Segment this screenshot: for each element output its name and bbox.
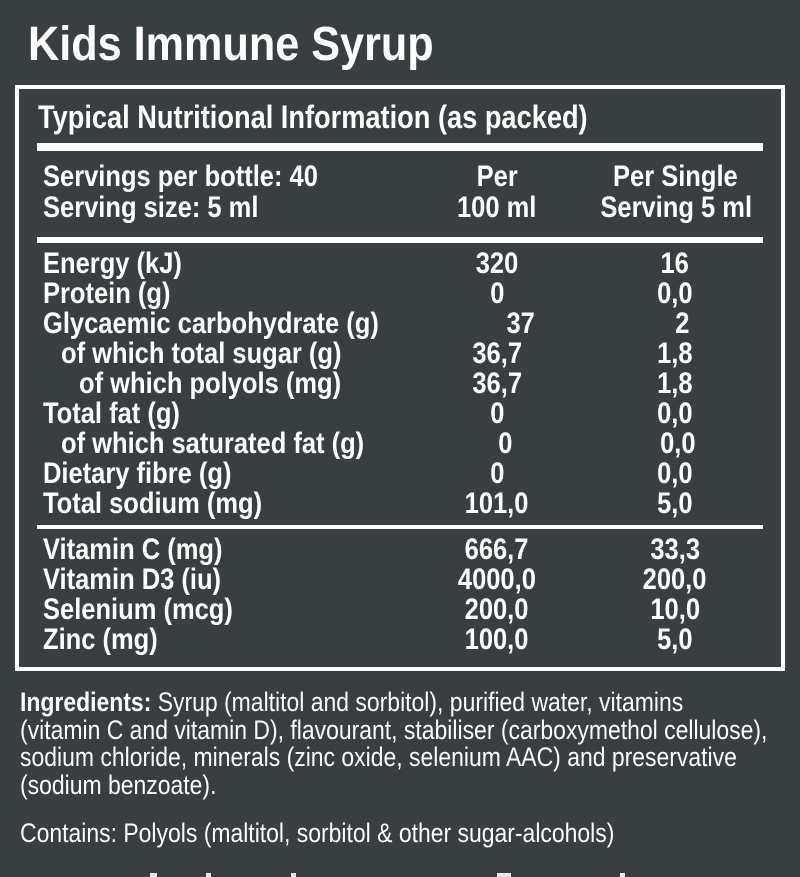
- clipped-text-fragment: [206, 873, 211, 877]
- row-label: Vitamin C (mg): [43, 533, 223, 566]
- value-per-serving: 33,3: [650, 533, 700, 566]
- row-label: Selenium (mcg): [43, 593, 233, 626]
- ingredients-text: Syrup (maltitol and sorbitol), purified …: [20, 687, 768, 800]
- nutrient-row-protein: Protein (g) 0 0,0: [37, 279, 763, 309]
- nutrient-row-dietary-fibre: Dietary fibre (g) 0 0,0: [37, 459, 763, 489]
- product-title-text: Kids Immune Syrup: [28, 18, 434, 71]
- product-title: Kids Immune Syrup: [28, 20, 800, 70]
- value-per-serving: 0,0: [657, 457, 693, 490]
- row-label: Vitamin D3 (iu): [43, 563, 222, 596]
- column-header-per-100ml: Per 100 ml: [457, 160, 537, 224]
- micronutrient-table: Vitamin C (mg) 666,7 33,3 Vitamin D3 (iu…: [37, 535, 763, 655]
- panel-header: Typical Nutritional Information (as pack…: [38, 99, 763, 135]
- contains-text: Contains: Polyols (maltitol, sorbitol & …: [20, 818, 615, 848]
- value-per-100ml: 101,0: [465, 487, 529, 520]
- divider-header: [37, 143, 763, 151]
- row-label: of which saturated fat (g): [61, 427, 365, 460]
- value-per-100ml: 36,7: [472, 367, 522, 400]
- row-label: Protein (g): [43, 277, 171, 310]
- contains-line: Contains: Polyols (maltitol, sorbitol & …: [20, 819, 800, 847]
- nutrient-row-selenium: Selenium (mcg) 200,0 10,0: [37, 595, 763, 625]
- nutrient-row-total-sodium: Total sodium (mg) 101,0 5,0: [37, 489, 763, 519]
- value-per-100ml: 37: [506, 307, 535, 340]
- row-label: Energy (kJ): [43, 247, 182, 280]
- nutrient-row-energy: Energy (kJ) 320 16: [37, 249, 763, 279]
- value-per-serving: 0,0: [657, 277, 693, 310]
- nutrient-row-glycaemic-carbohydrate: Glycaemic carbohydrate (g) 37 2: [37, 309, 763, 339]
- ingredients-label: Ingredients:: [20, 687, 152, 717]
- servings-per-bottle: Servings per bottle: 40: [43, 160, 318, 193]
- value-per-100ml: 320: [475, 247, 519, 280]
- value-per-100ml: 200,0: [465, 593, 529, 626]
- nutrient-table: Energy (kJ) 320 16 Protein (g) 0 0,0 Gly…: [37, 249, 763, 519]
- value-per-serving: 2: [675, 307, 690, 340]
- row-label: of which total sugar (g): [61, 337, 342, 370]
- serving-size: Serving size: 5 ml: [43, 191, 259, 224]
- value-per-serving: 16: [660, 247, 690, 280]
- ingredients-paragraph: Ingredients: Syrup (maltitol and sorbito…: [20, 687, 800, 800]
- value-per-serving: 5,0: [657, 623, 693, 656]
- panel-header-text: Typical Nutritional Information (as pack…: [38, 99, 588, 135]
- serving-info-row: Servings per bottle: 40 Serving size: 5 …: [37, 161, 763, 223]
- value-per-100ml: 0: [497, 427, 513, 460]
- nutrient-row-total-fat: Total fat (g) 0 0,0: [37, 399, 763, 429]
- value-per-serving: 0,0: [657, 397, 693, 430]
- nutrient-row-saturated-fat: of which saturated fat (g) 0 0,0: [37, 429, 763, 459]
- nutrient-row-vitamin-d3: Vitamin D3 (iu) 4000,0 200,0: [37, 565, 763, 595]
- row-label: Total sodium (mg): [43, 487, 263, 520]
- clipped-text-fragment: [497, 873, 511, 877]
- value-per-serving: 1,8: [657, 337, 693, 370]
- column-header-per-serving: Per Single Serving 5 ml: [600, 160, 753, 224]
- value-per-100ml: 36,7: [472, 337, 522, 370]
- value-per-100ml: 0: [489, 457, 505, 490]
- clipped-text-fragment: [150, 873, 157, 877]
- row-label: of which polyols (mg): [79, 367, 342, 400]
- nutrition-panel: Typical Nutritional Information (as pack…: [15, 85, 785, 671]
- value-per-100ml: 100,0: [465, 623, 529, 656]
- value-per-100ml: 0: [489, 397, 505, 430]
- nutrient-row-total-sugar: of which total sugar (g) 36,7 1,8: [37, 339, 763, 369]
- value-per-serving: 0,0: [659, 427, 696, 460]
- divider-serving: [37, 237, 763, 243]
- divider-micronutrients: [37, 525, 763, 529]
- clipped-text-fragment: [620, 873, 625, 877]
- nutrient-row-zinc: Zinc (mg) 100,0 5,0: [37, 625, 763, 655]
- value-per-serving: 1,8: [657, 367, 693, 400]
- clipped-bottom-text-row: [0, 870, 800, 877]
- value-per-100ml: 4000,0: [457, 563, 536, 596]
- clipped-text-fragment: [291, 873, 296, 877]
- row-label: Dietary fibre (g): [43, 457, 232, 490]
- value-per-serving: 200,0: [643, 563, 707, 596]
- row-label: Glycaemic carbohydrate (g): [43, 307, 379, 340]
- value-per-serving: 10,0: [650, 593, 700, 626]
- value-per-100ml: 666,7: [465, 533, 529, 566]
- nutrient-row-polyols: of which polyols (mg) 36,7 1,8: [37, 369, 763, 399]
- row-label: Zinc (mg): [43, 623, 158, 656]
- value-per-serving: 5,0: [657, 487, 693, 520]
- serving-info-left: Servings per bottle: 40 Serving size: 5 …: [37, 161, 407, 223]
- nutrient-row-vitamin-c: Vitamin C (mg) 666,7 33,3: [37, 535, 763, 565]
- row-label: Total fat (g): [43, 397, 180, 430]
- value-per-100ml: 0: [489, 277, 505, 310]
